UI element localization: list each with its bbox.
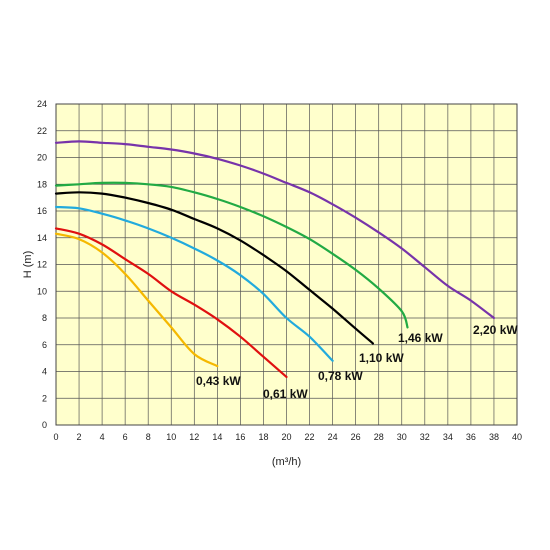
x-tick-label: 24 [328,432,338,442]
series-label-0: 0,43 kW [196,374,241,388]
y-tick-label: 16 [37,206,47,216]
x-tick-label: 36 [466,432,476,442]
x-tick-label: 38 [489,432,499,442]
x-tick-label: 40 [512,432,522,442]
y-tick-label: 2 [42,393,47,403]
x-tick-label: 10 [166,432,176,442]
series-line-0 [54,232,219,368]
x-tick-label: 34 [443,432,453,442]
x-tick-label: 20 [281,432,291,442]
x-tick-label: 2 [77,432,82,442]
x-tick-label: 32 [420,432,430,442]
x-tick-label: 18 [258,432,268,442]
y-tick-label: 0 [42,420,47,430]
series-label-1: 0,61 kW [263,387,308,401]
x-tick-label: 16 [235,432,245,442]
x-tick-label: 8 [146,432,151,442]
series-layer [54,140,495,378]
series-line-2 [54,205,334,362]
x-tick-label: 6 [123,432,128,442]
series-labels: 0,43 kW 0,61 kW 0,78 kW 1,10 kW 1,46 kW 2,20 … [196,323,518,401]
y-tick-label: 20 [37,153,47,163]
x-tick-label: 0 [53,432,58,442]
x-tick-label: 4 [100,432,105,442]
x-axis-title: (m³/h) [272,456,301,468]
x-tick-label: 12 [189,432,199,442]
series-line-3 [54,191,374,345]
series-label-5: 2,20 kW [473,323,518,337]
grid-layer [55,103,518,426]
y-tick-label: 10 [37,286,47,296]
series-label-4: 1,46 kW [398,331,443,345]
y-tick-label: 4 [42,367,47,377]
y-tick-label: 12 [37,260,47,270]
series-line-4 [54,181,409,329]
series-line-5 [54,140,495,320]
x-tick-label: 28 [374,432,384,442]
x-tick-label: 26 [351,432,361,442]
y-tick-label: 6 [42,340,47,350]
series-line-1 [54,227,288,378]
y-tick-label: 18 [37,179,47,189]
y-axis-title: H (m) [22,251,34,279]
x-tick-label: 30 [397,432,407,442]
plot-border [55,103,518,426]
x-tick-label: 14 [212,432,222,442]
x-tick-label: 22 [305,432,315,442]
y-tick-label: 24 [37,99,47,109]
series-label-2: 0,78 kW [318,369,363,383]
series-label-3: 1,10 kW [359,351,404,365]
y-tick-label: 8 [42,313,47,323]
tick-labels: 0 2 4 6 8 10 12 14 16 18 20 22 24 26 28 30 32 34 36 38 40024… [37,99,522,442]
y-tick-label: 14 [37,233,47,243]
y-tick-label: 22 [37,126,47,136]
